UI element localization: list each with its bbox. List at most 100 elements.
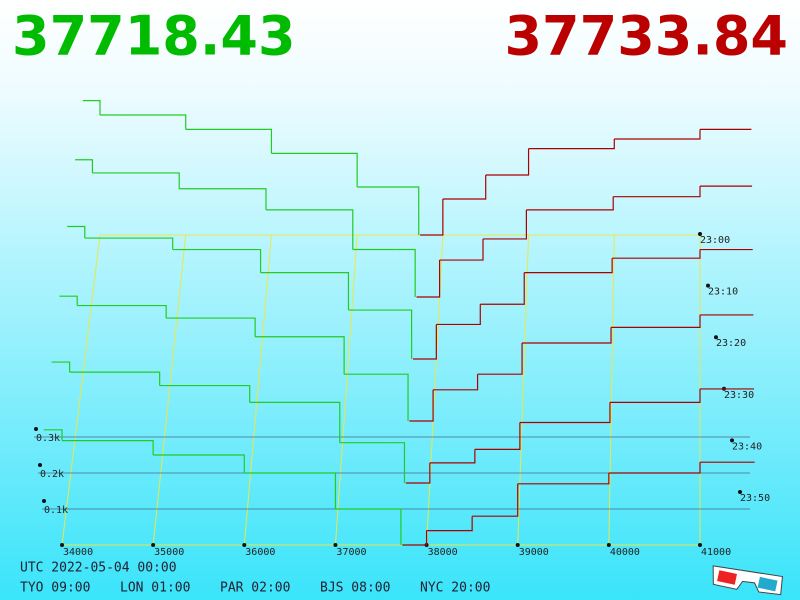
bid-depth-step (266, 209, 354, 250)
bid-depth-step (153, 454, 245, 473)
ask-depth-step (609, 388, 701, 403)
bid-depth-step (92, 172, 180, 189)
bid-depth-step (69, 371, 161, 386)
bid-depth-edge (381, 508, 402, 545)
bid-depth-step (271, 152, 358, 187)
x-tick-label: 38000 (428, 547, 458, 558)
x-tick-label: 36000 (245, 547, 275, 558)
x-grid-line (517, 234, 530, 546)
bid-depth-step (255, 336, 345, 375)
bid-depth-step (84, 237, 174, 250)
depth-tick-label: 0.1k (44, 505, 68, 516)
bid-depth-step (159, 384, 251, 403)
x-grid-line (334, 234, 358, 546)
ask-depth-step (612, 249, 701, 259)
ask-depth-step (526, 196, 614, 211)
ask-depth-edge (402, 530, 428, 546)
ask-depth-step (519, 402, 611, 424)
time-tick-label: 23:40 (732, 441, 762, 452)
ask-depth-step (433, 374, 479, 391)
bid-depth-edge (396, 248, 416, 297)
ask-depth-edge (409, 389, 434, 422)
bid-depth-step (82, 100, 101, 115)
time-tick-label: 23:10 (708, 287, 738, 298)
depth-tick-label: 0.3k (36, 433, 60, 444)
time-tick-mark (706, 283, 710, 288)
bid-depth-edge (384, 442, 406, 483)
bid-depth-edge (392, 309, 413, 359)
x-tick-mark (151, 543, 156, 547)
x-tick-mark (242, 543, 247, 547)
utc-time: UTC 2022-05-04 00:00 (20, 561, 177, 576)
time-tick-label: 23:30 (724, 390, 754, 401)
x-grid-line (152, 234, 187, 546)
x-grid-line (608, 234, 615, 546)
x-grid-line (243, 234, 272, 546)
ask-depth-edge (420, 199, 444, 236)
ask-depth-edge (416, 260, 441, 298)
x-tick-label: 40000 (610, 547, 640, 558)
bid-depth-edge (388, 373, 409, 421)
zone-time: NYC 20:00 (420, 581, 490, 596)
ask-depth-step (472, 483, 519, 517)
bid-price: 37718.43 (12, 5, 296, 68)
ask-depth-step (426, 516, 473, 532)
zone-time: TYO 09:00 (20, 581, 90, 596)
x-tick-label: 41000 (701, 547, 731, 558)
bid-depth-edge (400, 186, 420, 235)
bid-depth-step (77, 304, 167, 319)
ask-depth-step (480, 272, 525, 305)
time-tick-label: 23:20 (716, 338, 746, 349)
time-tick-mark (698, 232, 702, 236)
bid-depth-step (249, 401, 341, 443)
ask-depth-step (524, 258, 613, 274)
depth-tick-mark (34, 427, 38, 431)
time-tick-label: 23:00 (700, 235, 730, 246)
bid-depth-step (59, 295, 78, 306)
x-tick-mark (606, 543, 611, 547)
ask-depth-edge (405, 462, 431, 484)
ask-depth-step (429, 449, 476, 464)
x-tick-mark (515, 543, 520, 547)
bid-depth-step (62, 440, 154, 455)
plot: 34000 35000 36000 37000 38000 39000 40000 41000… (34, 100, 770, 558)
x-tick-label: 37000 (336, 547, 366, 558)
bid-depth-step (75, 159, 93, 173)
time-tick-label: 23:50 (740, 493, 770, 504)
ask-depth-step (614, 129, 701, 140)
time-tick-mark (714, 335, 718, 340)
bid-depth-step (67, 225, 86, 239)
ask-depth-step (439, 238, 484, 261)
x-grid-line (61, 234, 101, 546)
bid-depth-step (185, 128, 273, 154)
zone-time: PAR 02:00 (220, 581, 290, 596)
x-tick-mark (333, 543, 338, 547)
depth-tick-mark (42, 499, 46, 503)
ask-depth-step (613, 186, 701, 198)
bid-depth-step (51, 361, 71, 373)
x-tick-mark (698, 543, 702, 547)
x-tick-label: 34000 (63, 547, 93, 558)
depth-tick-label: 0.2k (40, 469, 64, 480)
ask-depth-step (442, 175, 487, 200)
ask-depth-edge (412, 324, 437, 360)
bid-depth-step (244, 472, 337, 509)
zone-time: BJS 08:00 (320, 581, 390, 596)
time-tick-mark (738, 490, 742, 494)
bid-depth-step (172, 248, 262, 273)
ask-depth-step (485, 148, 530, 176)
x-tick-label: 35000 (154, 547, 184, 558)
time-zones: TYO 09:00 LON 01:00 PAR 02:00 BJS 08:00 NYC … (20, 581, 490, 596)
depth-tick-mark (38, 463, 42, 467)
ask-price: 37733.84 (504, 5, 788, 68)
ask-depth-step (474, 422, 521, 450)
ask-depth-step (611, 314, 701, 328)
ask-depth-step (528, 139, 615, 150)
bid-depth-step (166, 317, 256, 337)
x-tick-mark (60, 543, 64, 547)
x-tick-label: 39000 (519, 547, 549, 558)
zone-time: LON 01:00 (120, 581, 190, 596)
ask-depth-step (483, 209, 527, 240)
